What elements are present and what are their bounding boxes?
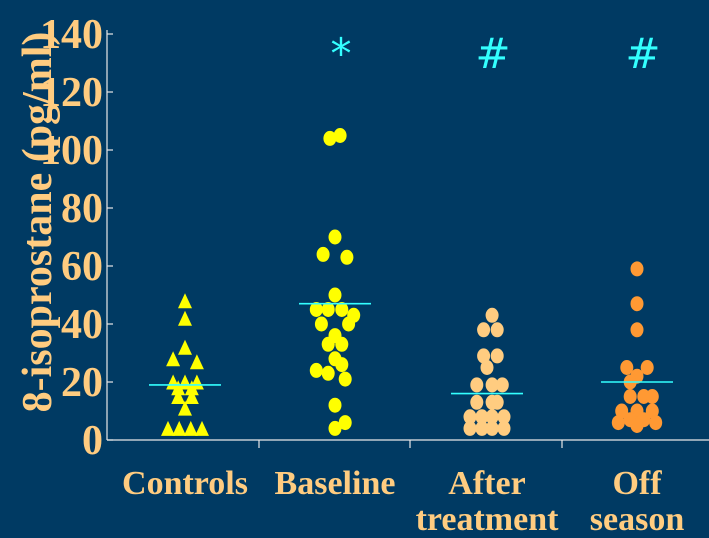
y-tick-label: 120 (40, 70, 103, 116)
data-point (485, 420, 499, 436)
data-point (463, 420, 477, 436)
data-point (497, 409, 511, 425)
data-point (335, 357, 349, 373)
data-point (615, 403, 629, 419)
data-point (171, 389, 186, 404)
x-tick-label-line2: treatment (416, 501, 560, 538)
data-point (178, 310, 192, 326)
data-point (184, 380, 199, 396)
data-point (623, 389, 637, 404)
significance-markers: * # # (331, 29, 661, 78)
data-point (477, 348, 491, 364)
data-point (630, 261, 644, 277)
data-point (340, 249, 354, 265)
data-point (470, 377, 484, 393)
data-point (328, 420, 342, 436)
data-point (309, 302, 323, 317)
data-point (338, 415, 352, 431)
data-point (342, 316, 356, 332)
data-point (323, 130, 337, 146)
data-point (314, 316, 328, 332)
data-point (338, 371, 352, 387)
data-point (166, 351, 181, 367)
data-point (480, 360, 494, 375)
data-point (485, 377, 499, 393)
data-point (490, 322, 504, 338)
data-point (645, 389, 659, 404)
data-point (470, 394, 484, 410)
data-point (611, 415, 625, 431)
data-point (620, 360, 634, 375)
data-point (178, 374, 192, 390)
y-tick-label: 100 (40, 128, 103, 174)
data-point (485, 409, 499, 425)
y-tick-label: 140 (40, 12, 103, 58)
data-point (475, 420, 489, 436)
data-point (321, 302, 335, 317)
data-point (335, 336, 349, 352)
y-axis-label: 8-isoprostane (pg/ml) (15, 32, 61, 413)
data-point (630, 418, 644, 433)
data-point (475, 409, 489, 425)
data-point (630, 322, 644, 338)
data-point (640, 360, 654, 375)
data-point (328, 397, 342, 413)
data-point (495, 377, 509, 393)
significance-marker: # (475, 29, 510, 78)
data-point (490, 394, 504, 410)
data-point (649, 415, 663, 431)
data-point (316, 246, 330, 262)
median-lines (149, 302, 673, 395)
y-tick-label: 20 (61, 360, 103, 406)
significance-marker: # (625, 29, 660, 78)
data-point (183, 420, 198, 436)
data-point (172, 420, 187, 436)
data-point (645, 403, 659, 419)
data-point (463, 409, 477, 425)
data-point (309, 362, 323, 378)
data-marks (161, 128, 663, 436)
data-point (328, 287, 342, 303)
data-point (497, 420, 511, 436)
data-point (490, 348, 504, 364)
data-point (178, 293, 192, 309)
data-point (195, 420, 209, 436)
data-point (477, 322, 491, 338)
y-tick-label: 80 (61, 186, 103, 232)
data-point (328, 229, 342, 245)
x-tick-label: Controls (122, 465, 248, 502)
data-point (333, 128, 347, 143)
data-point (171, 380, 186, 396)
data-point (189, 354, 204, 370)
y-tick-label: 0 (82, 418, 103, 464)
significance-marker: * (331, 29, 352, 78)
x-tick-label: After (448, 465, 525, 502)
data-point (335, 302, 349, 317)
data-point (178, 339, 192, 355)
x-tick-label: Baseline (275, 465, 396, 502)
x-tick-label-line2: season (590, 501, 685, 538)
data-point (321, 365, 335, 381)
data-point (630, 296, 644, 312)
axes (106, 30, 709, 448)
y-tick-label: 60 (61, 244, 103, 290)
data-point (485, 307, 499, 323)
data-point (184, 389, 199, 404)
data-point (161, 420, 175, 436)
data-point (178, 400, 192, 416)
y-tick-label: 40 (61, 302, 103, 348)
x-tick-label: Off (612, 465, 662, 502)
data-point (321, 336, 335, 352)
